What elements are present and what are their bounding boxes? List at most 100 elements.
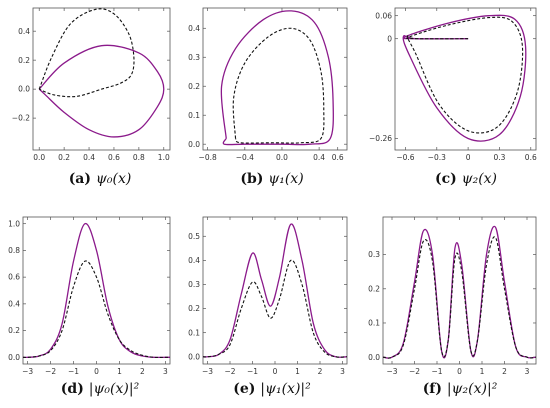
x-tick-label: −2: [224, 367, 235, 376]
x-tick-label: 1: [117, 367, 122, 376]
x-tick-label: 0: [94, 367, 99, 376]
y-tick-label: 0.1: [188, 111, 200, 120]
x-tick-label: −1: [247, 367, 258, 376]
panel-caption-math: ψ₁(x): [268, 171, 303, 187]
x-tick-label: 0.4: [83, 153, 95, 162]
dashed-curve: [202, 259, 348, 358]
y-tick-label: 0.3: [188, 280, 200, 289]
y-tick-label: 0.5: [188, 232, 200, 241]
y-tick-label: 0.2: [188, 82, 200, 91]
panel-d: −3 −2 −1 0 1 2 3 0.0 0.2 0.4 0.6 0.8 1.0 (d) |ψ₀(x)|²: [8, 216, 171, 397]
panel-caption: (c) ψ₂(x): [435, 171, 497, 187]
x-tick-label: 2: [502, 367, 507, 376]
x-tick-label: 0: [466, 153, 471, 162]
dashed-curve: [22, 260, 170, 359]
x-tick-label: 0: [457, 367, 462, 376]
solid-curve: [382, 225, 537, 359]
y-tick-label: 1.0: [8, 219, 20, 228]
x-tick-label: −3: [22, 367, 33, 376]
x-tick-label: 3: [525, 367, 530, 376]
plot-frame: [202, 7, 348, 151]
plot-frame: [382, 216, 537, 365]
solid-curve: [22, 223, 170, 359]
x-tick-label: 1.0: [158, 153, 170, 162]
x-tick-label: 0.3: [493, 153, 505, 162]
panel-a: 0.0 0.2 0.4 0.6 0.8 1.0 −0.2 0.0 0.2 0.4 (a) ψ₀(x): [12, 7, 171, 187]
solid-curve: [38, 44, 165, 138]
y-tick-label: 0.2: [368, 284, 380, 293]
y-tick-label: 0.1: [188, 328, 200, 337]
y-tick-label: 0.2: [8, 326, 20, 335]
x-tick-label: −2: [45, 367, 56, 376]
x-tick-label: −3: [386, 367, 397, 376]
x-tick-label: −1: [431, 367, 442, 376]
panel-caption: (a) ψ₀(x): [69, 171, 132, 187]
panel-caption: (b) ψ₁(x): [240, 171, 303, 187]
panel-caption: (d) |ψ₀(x)|²: [61, 381, 140, 397]
x-tick-label: 0.2: [58, 153, 70, 162]
x-tick-label: 0: [273, 367, 278, 376]
x-tick-label: −1: [68, 367, 79, 376]
panel-e: −3 −2 −1 0 1 2 3 0.0 0.1 0.2 0.3 0.4 0.5 (e) |ψ₁(x)|²: [188, 216, 348, 397]
panel-label: (a): [69, 171, 96, 187]
x-tick-label: 1: [480, 367, 485, 376]
y-tick-label: 0.4: [188, 24, 200, 33]
y-tick-label: 0.0: [18, 85, 30, 94]
x-tick-label: −3: [202, 367, 213, 376]
plot-frame: [22, 216, 171, 365]
y-tick-label: 0.0: [188, 140, 200, 149]
panel-caption-math: ψ₀(x): [96, 171, 131, 187]
y-tick-label: 0.2: [18, 56, 30, 65]
solid-curve: [220, 10, 334, 146]
x-tick-label: −0.8: [199, 153, 217, 162]
y-tick-label: −0.2: [12, 114, 30, 123]
x-tick-label: 0.6: [525, 153, 537, 162]
panel-caption-math: |ψ₀(x)|²: [89, 381, 140, 397]
x-tick-label: 0.0: [276, 153, 288, 162]
panel-label: (f): [423, 381, 447, 397]
y-tick-label: 0.3: [368, 250, 380, 259]
x-tick-label: 0.6: [108, 153, 120, 162]
plot-frame: [202, 216, 348, 365]
panel-caption-math: |ψ₂(x)|²: [447, 381, 498, 397]
solid-curve: [402, 14, 527, 142]
x-tick-label: −0.6: [396, 153, 414, 162]
y-tick-label: 0: [387, 34, 392, 43]
x-tick-label: 2: [318, 367, 323, 376]
panel-b: −0.8 −0.4 0.0 0.4 0.6 0.0 0.1 0.2 0.3 0.4 (b) ψ₁(x…: [188, 7, 348, 187]
panel-label: (b): [240, 171, 268, 187]
panel-label: (d): [61, 381, 89, 397]
dashed-curve: [406, 16, 524, 134]
x-tick-label: 0.4: [313, 153, 325, 162]
x-tick-label: −0.4: [236, 153, 254, 162]
plot-frame: [394, 7, 537, 151]
panel-caption: (f) |ψ₂(x)|²: [423, 381, 498, 397]
panel-caption-math: ψ₂(x): [462, 171, 497, 187]
dashed-curve: [232, 27, 325, 144]
dashed-curve: [38, 8, 135, 98]
y-tick-label: 0.1: [368, 319, 380, 328]
panel-f: −3 −2 −1 0 1 2 3 0.0 0.1 0.2 0.3 (f) |ψ₂(x)|²: [368, 216, 537, 397]
y-tick-label: 0.0: [188, 352, 200, 361]
x-tick-label: 0.0: [33, 153, 45, 162]
y-tick-label: 0.8: [8, 246, 20, 255]
y-tick-label: 0.2: [188, 304, 200, 313]
y-tick-label: −0.26: [369, 134, 392, 143]
y-tick-label: 0.4: [18, 27, 30, 36]
panel-caption-math: |ψ₁(x)|²: [260, 381, 311, 397]
y-tick-label: 0.6: [8, 273, 20, 282]
y-tick-label: 0.0: [8, 353, 20, 362]
x-tick-label: 0.6: [332, 153, 344, 162]
x-tick-label: 1: [295, 367, 300, 376]
y-tick-label: 0.4: [188, 256, 200, 265]
x-tick-label: −0.3: [428, 153, 446, 162]
y-tick-label: 0.0: [368, 353, 380, 362]
x-tick-label: 2: [140, 367, 145, 376]
y-tick-label: 0.06: [375, 11, 392, 20]
panel-c: −0.6 −0.3 0 0.3 0.6 0.06 0 −0.26 (c) ψ₂(x): [369, 7, 537, 187]
panel-label: (c): [435, 171, 462, 187]
x-tick-label: 3: [340, 367, 345, 376]
panel-label: (e): [233, 381, 260, 397]
y-tick-label: 0.3: [188, 53, 200, 62]
panel-caption: (e) |ψ₁(x)|²: [233, 381, 311, 397]
